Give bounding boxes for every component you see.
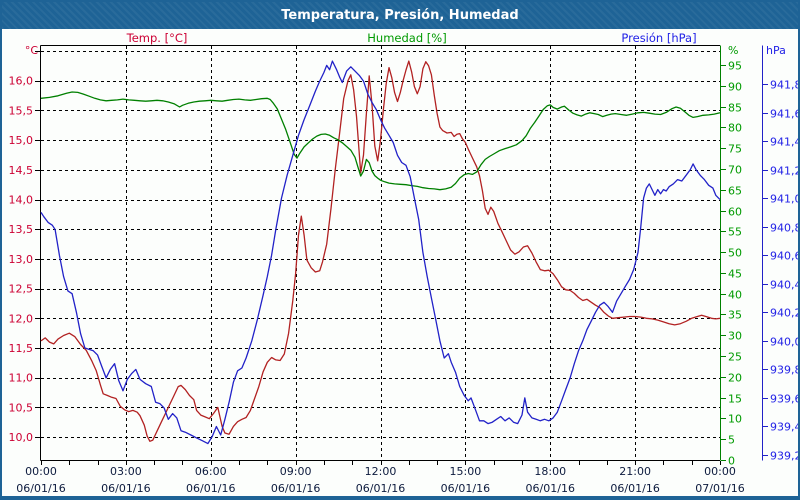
y-axis-pressure-tick-label: 940,00 <box>770 336 800 349</box>
x-axis-time-label: 06:00 <box>195 465 227 478</box>
y-axis-pressure-tick-label: 941,80 <box>770 79 800 92</box>
x-axis-date-label: 06/01/16 <box>101 482 150 495</box>
y-axis-humidity-tick-label: 35 <box>728 309 742 322</box>
x-axis-time-label: 15:00 <box>450 465 482 478</box>
series-line-humidity <box>40 91 721 191</box>
y-axis-temperature-tick-label: 14,5 <box>9 164 34 177</box>
y-axis-pressure-tick-label: 939,20 <box>770 450 800 463</box>
y-axis-humidity-tick-label: 5 <box>728 434 735 447</box>
y-axis-temperature-tick-label: 13,5 <box>9 223 34 236</box>
y-axis-pressure-tick-label: 939,80 <box>770 364 800 377</box>
x-axis-date-label: 06/01/16 <box>356 482 405 495</box>
y-axis-humidity-tick-label: 95 <box>728 60 742 73</box>
x-axis-time-label: 00:00 <box>25 465 57 478</box>
y-axis-temperature-tick-label: 13,0 <box>9 253 34 266</box>
y-axis-pressure-tick-label: 941,40 <box>770 136 800 149</box>
y-axis-humidity-tick-label: 30 <box>728 330 742 343</box>
y-axis-pressure-tick-label: 940,80 <box>770 222 800 235</box>
x-axis-date-label: 06/01/16 <box>186 482 235 495</box>
y-axis-pressure-tick-label: 939,60 <box>770 393 800 406</box>
y-axis-pressure-tick-label: 941,20 <box>770 165 800 178</box>
x-axis-time-label: 09:00 <box>280 465 312 478</box>
x-axis-date-label: 06/01/16 <box>610 482 659 495</box>
y-axis-humidity-tick-label: 25 <box>728 351 742 364</box>
y-axis-temperature-tick-label: 15,0 <box>9 134 34 147</box>
legend-temperature-label: Temp. [°C] <box>126 31 188 45</box>
x-axis-date-label: 06/01/16 <box>526 482 575 495</box>
y-axis-temperature-unit-label: °C <box>25 44 39 57</box>
y-axis-temperature-tick-label: 12,5 <box>9 283 34 296</box>
y-axis-temperature-tick-label: 10,0 <box>9 431 34 444</box>
y-axis-humidity-tick-label: 15 <box>728 393 742 406</box>
y-axis-temperature-tick-label: 12,0 <box>9 312 34 325</box>
x-axis-time-label: 03:00 <box>110 465 142 478</box>
y-axis-humidity-tick-label: 45 <box>728 268 742 281</box>
x-axis-time-label: 18:00 <box>534 465 566 478</box>
y-axis-humidity-tick-label: 40 <box>728 289 742 302</box>
y-axis-humidity-tick-label: 90 <box>728 81 742 94</box>
x-axis-date-label: 06/01/16 <box>271 482 320 495</box>
y-axis-pressure-tick-label: 941,00 <box>770 193 800 206</box>
y-axis-temperature-tick-label: 11,0 <box>9 372 34 385</box>
window-title-bar: Temperatura, Presión, Humedad <box>2 2 798 29</box>
x-axis-time-label: 21:00 <box>619 465 651 478</box>
y-axis-humidity-tick-label: 85 <box>728 102 742 115</box>
x-axis-time-label: 00:00 <box>704 465 736 478</box>
x-axis-date-label: 06/01/16 <box>441 482 490 495</box>
legend-humidity-label: Humedad [%] <box>367 31 447 45</box>
y-axis-pressure-unit-label: hPa <box>766 44 786 57</box>
legend-pressure-label: Presión [hPa] <box>621 31 697 45</box>
y-axis-pressure-tick-label: 940,20 <box>770 307 800 320</box>
x-axis-time-label: 12:00 <box>365 465 397 478</box>
y-axis-pressure-tick-label: 939,40 <box>770 421 800 434</box>
y-axis-humidity-tick-label: 60 <box>728 206 742 219</box>
y-axis-pressure-tick-label: 940,60 <box>770 250 800 263</box>
y-axis-temperature-tick-label: 10,5 <box>9 401 34 414</box>
y-axis-humidity-tick-label: 10 <box>728 413 742 426</box>
y-axis-humidity-unit-label: % <box>728 44 738 57</box>
y-axis-humidity-tick-label: 70 <box>728 164 742 177</box>
series-line-temperature <box>40 60 721 442</box>
y-axis-pressure-tick-label: 940,40 <box>770 279 800 292</box>
y-axis-temperature-tick-label: 15,5 <box>9 104 34 117</box>
y-axis-humidity-tick-label: 0 <box>728 455 735 468</box>
y-axis-temperature-tick-label: 11,5 <box>9 342 34 355</box>
y-axis-humidity-tick-label: 55 <box>728 226 742 239</box>
y-axis-humidity-tick-label: 75 <box>728 143 742 156</box>
x-axis-date-label: 06/01/16 <box>16 482 65 495</box>
x-axis-date-label: 07/01/16 <box>695 482 744 495</box>
y-axis-humidity-tick-label: 80 <box>728 122 742 135</box>
window-title: Temperatura, Presión, Humedad <box>281 8 519 23</box>
series-line-pressure <box>40 60 721 445</box>
y-axis-temperature-tick-label: 16,0 <box>9 75 34 88</box>
y-axis-humidity-tick-label: 20 <box>728 372 742 385</box>
y-axis-pressure-tick-label: 941,60 <box>770 108 800 121</box>
y-axis-humidity-tick-label: 50 <box>728 247 742 260</box>
y-axis-humidity-tick-label: 65 <box>728 185 742 198</box>
y-axis-temperature-tick-label: 14,0 <box>9 194 34 207</box>
